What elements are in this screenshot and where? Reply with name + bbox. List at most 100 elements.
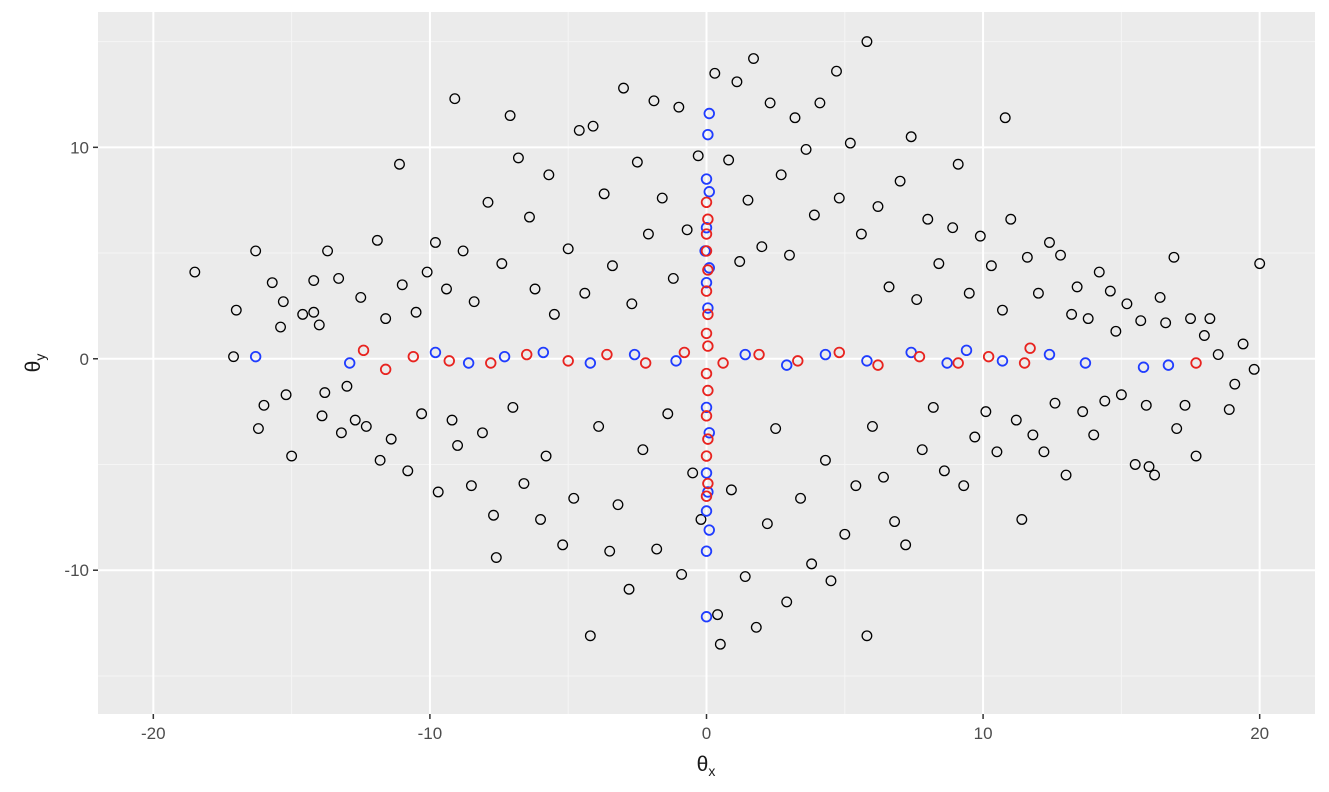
data-point — [631, 156, 643, 168]
data-point — [980, 406, 992, 418]
data-point — [1198, 330, 1210, 341]
data-point — [1140, 399, 1152, 411]
data-point — [894, 175, 906, 187]
data-point — [1043, 348, 1056, 361]
data-point — [770, 423, 782, 434]
data-point — [1018, 357, 1031, 369]
data-point — [1137, 361, 1150, 373]
data-point — [385, 433, 397, 445]
data-point — [806, 558, 818, 570]
data-point — [702, 128, 714, 141]
data-point — [1093, 266, 1105, 278]
data-point — [275, 321, 287, 333]
data-point — [498, 350, 511, 363]
data-point — [449, 93, 461, 105]
data-point — [601, 348, 613, 361]
data-point — [543, 169, 555, 181]
data-point — [819, 348, 832, 361]
data-point — [775, 169, 787, 181]
data-point — [714, 638, 726, 650]
data-point — [867, 420, 878, 432]
data-point — [982, 350, 995, 363]
data-point — [781, 359, 793, 371]
data-point — [700, 196, 713, 209]
data-point — [872, 201, 884, 212]
data-point — [280, 389, 292, 401]
data-point — [700, 611, 713, 623]
data-point — [402, 465, 414, 477]
data-point — [604, 545, 616, 557]
data-point — [482, 196, 494, 208]
data-point — [452, 440, 464, 451]
data-point — [540, 450, 552, 462]
data-point — [1055, 249, 1066, 261]
data-point — [781, 596, 793, 608]
data-point — [702, 213, 714, 225]
data-point — [1171, 423, 1183, 434]
data-point — [562, 243, 574, 255]
data-point — [396, 279, 408, 291]
data-point — [1223, 404, 1235, 415]
data-point — [1005, 213, 1017, 225]
data-point — [731, 76, 743, 88]
data-point — [374, 454, 386, 466]
data-point — [380, 313, 392, 325]
data-point — [416, 408, 428, 420]
data-point — [1049, 397, 1061, 409]
data-point — [1082, 313, 1094, 325]
data-point — [1129, 459, 1141, 470]
data-point — [678, 346, 691, 359]
data-point — [764, 97, 776, 109]
data-point — [702, 477, 714, 490]
data-point — [792, 355, 804, 367]
data-point — [335, 427, 347, 439]
data-point — [618, 82, 629, 94]
data-point — [341, 380, 353, 392]
data-point — [612, 499, 624, 511]
data-point — [825, 575, 837, 587]
data-point — [485, 357, 497, 369]
data-point — [750, 621, 762, 633]
data-point — [702, 308, 714, 321]
data-point — [407, 350, 420, 363]
x-tick-label: -20 — [141, 724, 166, 743]
data-point — [357, 344, 370, 357]
data-point — [286, 450, 298, 462]
data-point — [1115, 389, 1127, 401]
data-point — [457, 245, 469, 257]
data-point — [1044, 237, 1055, 248]
data-point — [700, 367, 713, 380]
data-point — [355, 292, 367, 303]
data-point — [700, 401, 713, 414]
data-point — [562, 355, 574, 367]
data-point — [916, 444, 928, 456]
data-point — [991, 446, 1003, 458]
y-axis-title-subscript: y — [32, 354, 48, 361]
x-tick-label: 20 — [1250, 724, 1269, 743]
data-point — [1027, 429, 1039, 441]
data-point — [252, 423, 264, 434]
data-point — [700, 245, 713, 257]
x-tick-label: 0 — [702, 724, 711, 743]
data-point — [607, 260, 618, 272]
data-point — [692, 150, 704, 162]
data-point — [504, 110, 516, 122]
data-point — [1077, 406, 1089, 418]
data-point — [1162, 359, 1175, 371]
data-point — [1149, 469, 1161, 481]
data-point — [681, 224, 693, 236]
data-point — [313, 319, 325, 331]
y-tick-label: 10 — [70, 138, 89, 157]
data-point — [343, 357, 356, 369]
data-point — [462, 357, 475, 369]
data-point — [1032, 287, 1044, 299]
x-axis-title-subscript: x — [708, 763, 715, 779]
data-point — [717, 357, 729, 369]
data-point — [855, 228, 867, 240]
data-point — [639, 357, 652, 369]
data-point — [258, 399, 270, 411]
data-point — [1190, 357, 1202, 369]
data-point — [371, 234, 383, 246]
x-tick-label: 10 — [974, 724, 993, 743]
